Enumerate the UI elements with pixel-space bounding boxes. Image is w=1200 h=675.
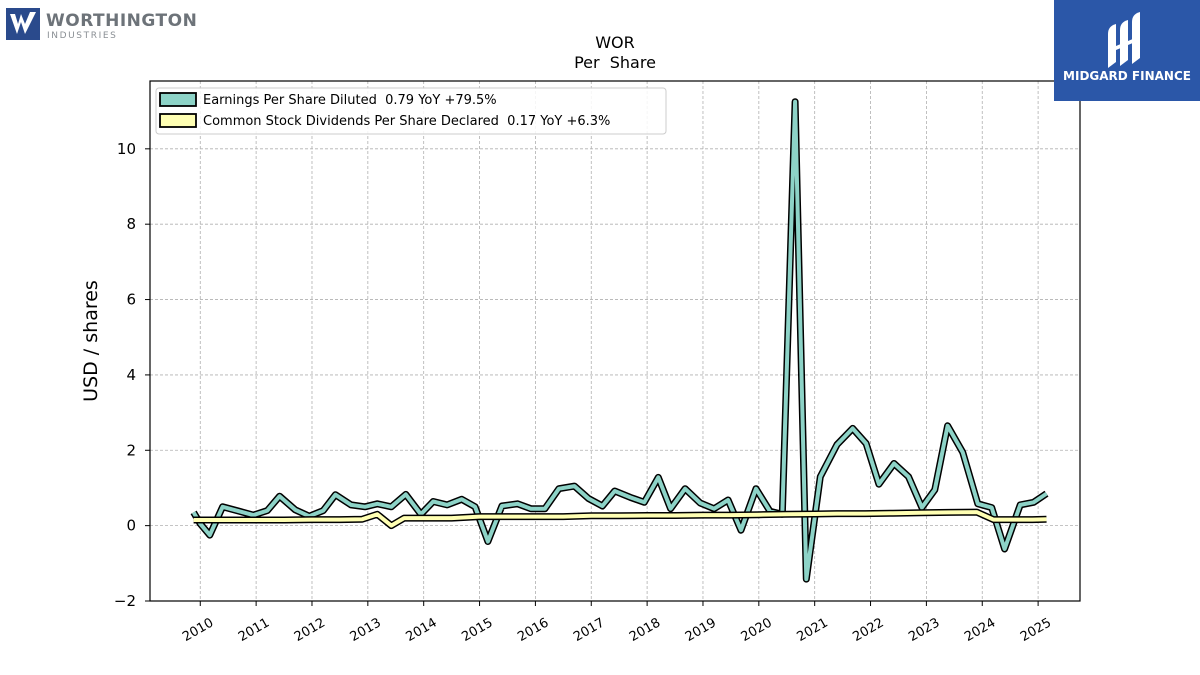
- x-tick-label: 2011: [236, 615, 272, 645]
- x-tick-label: 2012: [292, 615, 328, 645]
- grid: [150, 81, 1080, 602]
- x-tick-label: 2023: [906, 615, 942, 645]
- legend-swatch: [159, 113, 197, 128]
- worthington-logo-icon: [6, 8, 40, 40]
- chart-title: WOR: [595, 33, 635, 52]
- chart-subtitle: Per Share: [574, 53, 656, 72]
- legend: Earnings Per Share Diluted 0.79 YoY +79.…: [155, 87, 667, 135]
- series-line: [193, 510, 1047, 528]
- x-tick-label: 2024: [962, 615, 998, 645]
- series-line: [191, 99, 1048, 582]
- series-layer: [190, 98, 1049, 583]
- series-earnings-per-share: [190, 98, 1049, 583]
- midgard-finance-logo: MIDGARD FINANCE: [1054, 0, 1200, 101]
- legend-label: Earnings Per Share Diluted 0.79 YoY +79.…: [203, 93, 497, 108]
- series-outline: [190, 98, 1049, 583]
- x-tick-label: 2016: [515, 615, 551, 645]
- x-tick-label: 2025: [1018, 615, 1054, 645]
- y-tick-label: 10: [117, 140, 136, 158]
- legend-swatch: [159, 92, 197, 107]
- x-axis: 2010 2011 2012 2013 2014 2015 2016 2017 2018 2019…: [180, 601, 1054, 645]
- series-dividends-per-share: [193, 508, 1047, 530]
- worthington-logo-name: WORTHINGTON: [46, 11, 198, 31]
- x-tick-label: 2021: [795, 615, 831, 645]
- worthington-logo-sub: INDUSTRIES: [47, 31, 118, 41]
- legend-box: [155, 87, 667, 135]
- y-axis: −2 0 2 4 6 8 10: [114, 140, 150, 610]
- legend-label: Common Stock Dividends Per Share Declare…: [203, 114, 610, 129]
- x-tick-label: 2020: [739, 615, 775, 645]
- y-tick-label: 6: [126, 291, 136, 309]
- x-tick-label: 2019: [683, 615, 719, 645]
- y-tick-label: 2: [126, 441, 136, 459]
- y-tick-label: 8: [126, 215, 136, 233]
- plot-frame: [149, 80, 1081, 602]
- x-tick-label: 2014: [404, 615, 440, 645]
- y-axis-label: USD / shares: [80, 280, 102, 402]
- x-tick-label: 2015: [459, 615, 495, 645]
- y-tick-label: 4: [126, 366, 136, 384]
- worthington-logo: WORTHINGTON INDUSTRIES: [6, 8, 198, 44]
- y-tick-label: 0: [126, 517, 136, 535]
- x-tick-label: 2022: [850, 615, 886, 645]
- y-tick-label: −2: [114, 592, 136, 610]
- x-tick-label: 2018: [627, 615, 663, 645]
- midgard-finance-logo-name: MIDGARD FINANCE: [1063, 69, 1191, 83]
- x-tick-label: 2013: [348, 615, 384, 645]
- x-tick-label: 2017: [571, 615, 607, 645]
- x-tick-label: 2010: [180, 615, 216, 645]
- midgard-finance-logo-icon: [1108, 12, 1140, 68]
